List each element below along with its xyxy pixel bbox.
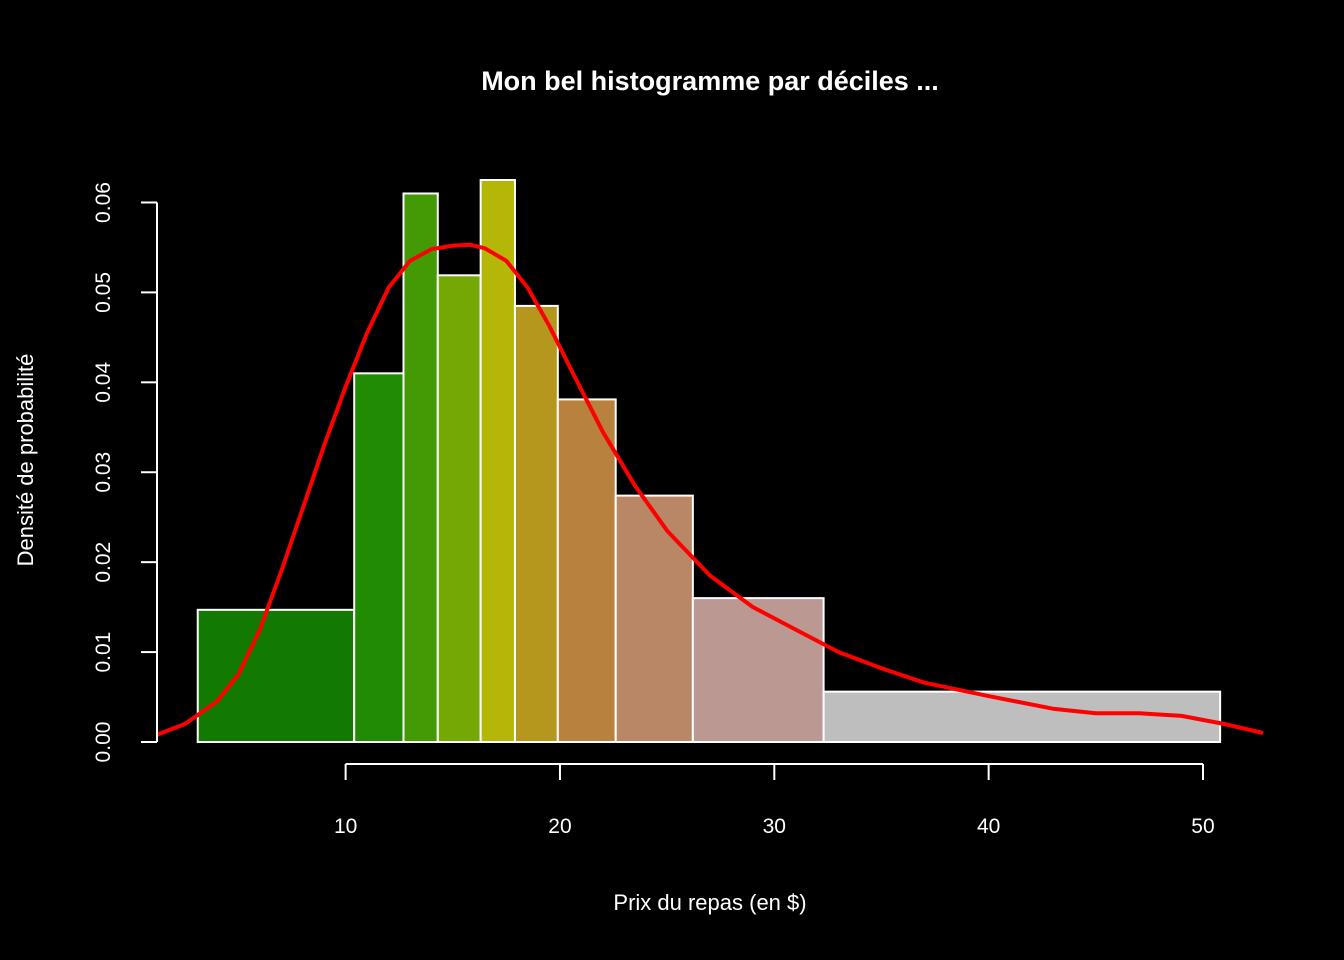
- density-curve-line: [156, 242, 1264, 737]
- x-tick-label: 20: [548, 815, 571, 838]
- y-tick-label: 0.02: [92, 542, 115, 583]
- y-tick-label: 0.04: [92, 362, 115, 403]
- histogram-bars: [196, 179, 1222, 744]
- y-tick-label: 0.00: [92, 722, 115, 763]
- x-tick-label: 50: [1191, 815, 1214, 838]
- x-axis: 10 20 30 40 50: [334, 763, 1215, 838]
- histogram-bar: [196, 608, 356, 744]
- y-tick-label: 0.01: [92, 632, 115, 673]
- x-tick-label: 30: [763, 815, 786, 838]
- chart-title: Mon bel histogramme par déciles ...: [481, 66, 939, 96]
- x-tick-label: 40: [977, 815, 1000, 838]
- histogram-bar: [353, 372, 405, 743]
- histogram-bar: [513, 304, 559, 743]
- y-axis: 0.00 0.01 0.02 0.03 0.04 0.05 0.06: [92, 182, 158, 763]
- x-axis-label: Prix du repas (en $): [613, 890, 806, 915]
- histogram-bar: [436, 274, 482, 743]
- y-tick-label: 0.05: [92, 272, 115, 313]
- x-tick-label: 10: [334, 815, 357, 838]
- histogram-bar: [691, 597, 825, 743]
- density-curve-group: [156, 242, 1264, 737]
- y-axis-label: Densité de probabilité: [13, 354, 38, 567]
- histogram-bar: [822, 690, 1222, 743]
- histogram-bar: [402, 192, 439, 744]
- histogram-bar: [614, 494, 694, 743]
- y-tick-label: 0.03: [92, 452, 115, 493]
- histogram-bar: [556, 398, 617, 743]
- y-tick-label: 0.06: [92, 182, 115, 223]
- histogram-bar: [479, 179, 516, 743]
